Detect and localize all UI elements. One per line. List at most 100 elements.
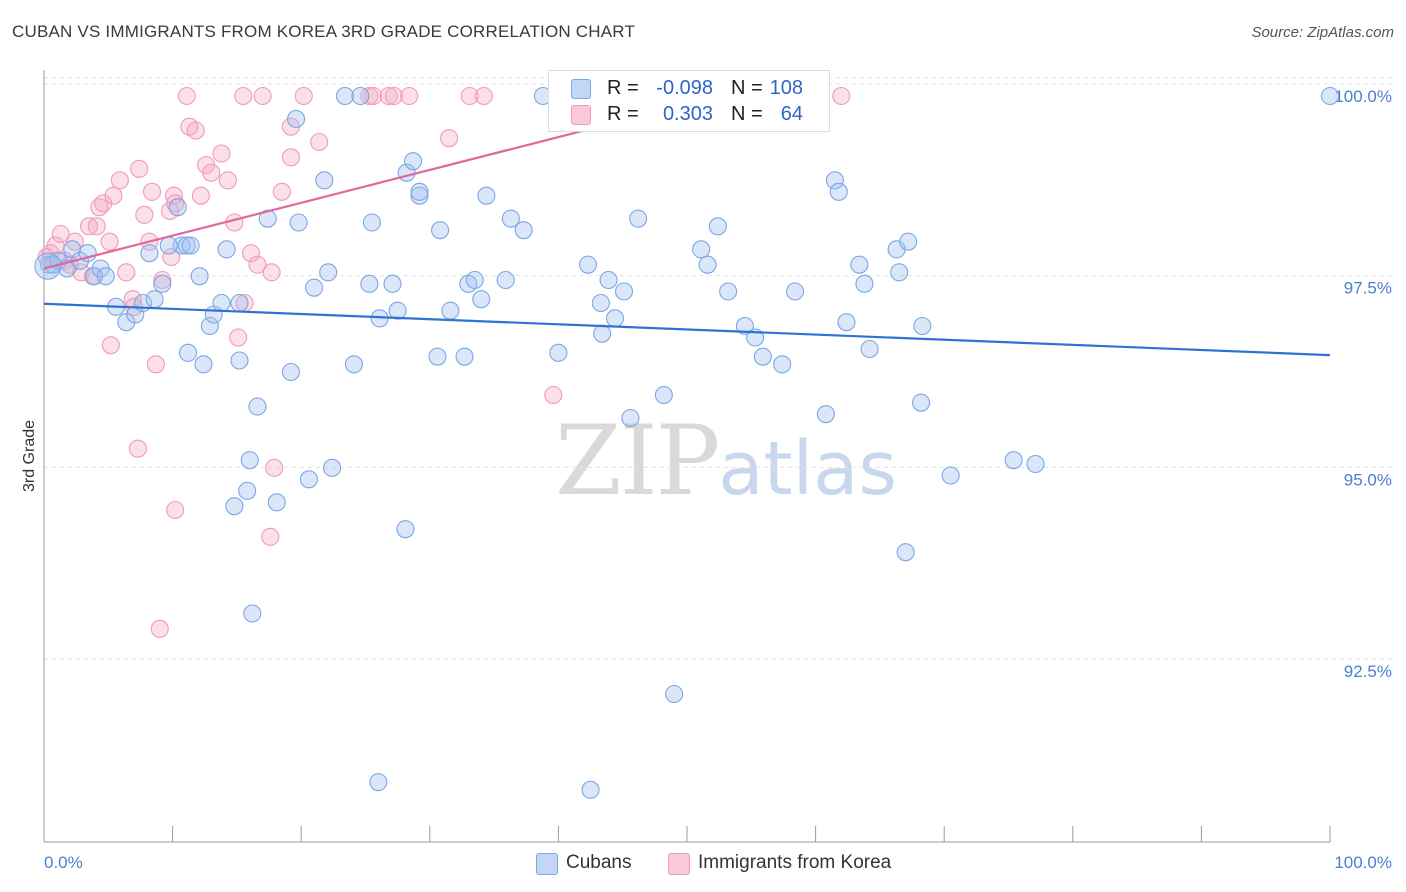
korea-point	[253, 86, 272, 106]
cubans-point	[455, 347, 474, 366]
cubans-point	[145, 290, 164, 309]
y-tick-label: 100.0%	[1334, 87, 1392, 106]
cubans-point	[899, 232, 918, 251]
cubans-point	[1320, 86, 1340, 106]
cubans-point	[190, 267, 209, 286]
cubans-point	[591, 293, 610, 313]
korea-point	[202, 163, 221, 182]
grid-lines	[44, 77, 1392, 660]
cubans-trend-line	[43, 302, 1331, 357]
korea-point	[186, 121, 205, 140]
cubans-point	[410, 186, 429, 205]
korea-point	[281, 148, 300, 167]
cubans-point	[305, 278, 324, 297]
x-ticks	[43, 826, 1331, 842]
cubans-point-cluster	[34, 252, 62, 280]
x-tick-label-max: 100.0%	[1334, 853, 1392, 872]
y-tick-label: 95.0%	[1344, 470, 1392, 489]
cubans-point	[200, 316, 219, 336]
cubans-point	[410, 182, 429, 201]
cubans-point	[549, 343, 568, 362]
cubans-point	[708, 217, 727, 236]
cubans-point	[238, 481, 257, 500]
legend-n-label: N =	[731, 103, 763, 125]
legend-swatch-cubans	[571, 79, 591, 99]
cubans-point	[335, 86, 354, 106]
legend-r-value: -0.098	[656, 77, 713, 99]
cubans-point	[315, 171, 334, 190]
cubans-point	[140, 244, 159, 263]
cubans-point	[230, 351, 249, 370]
cubans-point	[217, 240, 236, 259]
korea-point	[832, 86, 851, 106]
cubans-point	[177, 236, 196, 255]
series-swatch-cubans	[536, 853, 558, 875]
korea-point	[234, 86, 253, 106]
korea-point	[241, 244, 261, 263]
cubans-point	[369, 773, 388, 792]
cubans-point	[816, 405, 835, 424]
cubans-point	[212, 293, 231, 313]
cubans-point	[496, 270, 515, 290]
korea-point	[212, 144, 231, 163]
korea-point	[51, 224, 70, 244]
correlation-legend: R = -0.098 N = 108 R = 0.303 N = 64	[548, 70, 830, 132]
cubans-point	[181, 236, 200, 255]
cubans-point	[785, 282, 805, 301]
cubans-point	[629, 209, 648, 228]
cubans-point	[692, 240, 711, 259]
cubans-point	[735, 316, 754, 336]
korea-point	[364, 86, 383, 106]
korea-point	[104, 186, 123, 205]
cubans-point	[362, 213, 381, 232]
cubans-point	[178, 343, 198, 362]
korea-point	[177, 86, 196, 106]
legend-n-value: 108	[769, 77, 803, 99]
y-tick-label: 92.5%	[1344, 662, 1392, 681]
korea-point	[46, 236, 65, 255]
chart-title: CUBAN VS IMMIGRANTS FROM KOREA 3RD GRADE…	[12, 22, 636, 41]
y-tick-labels: 100.0% 97.5% 95.0% 92.5%	[1334, 87, 1392, 681]
cubans-point	[1004, 451, 1023, 470]
korea-point	[100, 232, 119, 251]
korea-point	[262, 263, 281, 282]
korea-point	[400, 86, 419, 106]
cubans-point	[581, 780, 600, 799]
cubans-point	[431, 221, 450, 240]
series-label-cubans: Cubans	[566, 852, 632, 873]
cubans-point	[168, 198, 187, 217]
cubans-point	[825, 171, 844, 190]
series-label-korea: Immigrants from Korea	[698, 852, 892, 873]
cubans-point	[404, 152, 423, 171]
korea-point	[87, 217, 106, 236]
cubans-point	[477, 186, 496, 205]
cubans-point	[753, 347, 772, 366]
cubans-point	[441, 301, 460, 320]
korea-point	[135, 205, 154, 224]
x-tick-label-min: 0.0%	[44, 853, 83, 872]
cubans-point	[388, 301, 407, 320]
cubans-point	[837, 313, 856, 332]
cubans-point	[299, 470, 318, 489]
cubans-point	[890, 263, 909, 282]
cubans-point	[153, 274, 172, 293]
korea-point	[379, 86, 398, 106]
cubans-point	[287, 109, 306, 129]
korea-points	[37, 86, 851, 638]
cubans-point	[621, 408, 640, 428]
korea-point	[101, 336, 120, 355]
korea-point	[294, 86, 313, 106]
cubans-point	[258, 209, 277, 228]
cubans-point	[319, 263, 338, 282]
korea-point	[94, 194, 113, 213]
cubans-point	[248, 397, 267, 416]
watermark-atlas: atlas	[718, 426, 898, 512]
korea-point	[146, 355, 165, 374]
korea-point	[544, 385, 563, 405]
korea-point	[117, 263, 136, 282]
cubans-point	[850, 255, 869, 274]
korea-point	[272, 182, 291, 201]
series-legend: Cubans Immigrants from Korea	[0, 852, 1406, 878]
korea-point	[166, 500, 185, 520]
korea-point	[474, 86, 493, 106]
